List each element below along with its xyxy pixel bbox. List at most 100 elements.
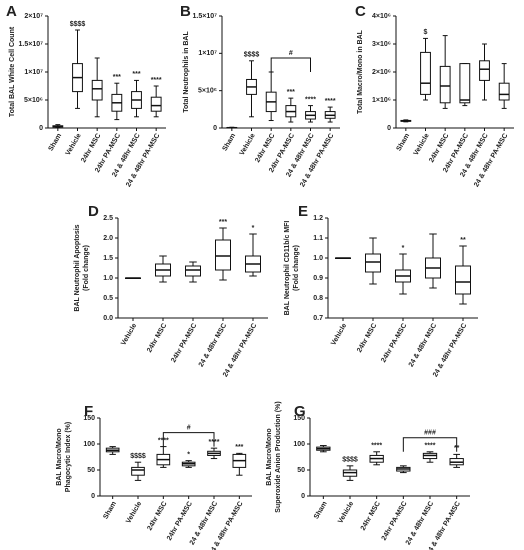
y-axis-label: Phagocytic Index (%) [65, 422, 72, 492]
x-tick-label: 24hr MSC [428, 132, 450, 163]
bracket [162, 432, 215, 447]
y-tick-label: 1.5 [103, 255, 113, 262]
bracket [270, 57, 311, 72]
x-tick-label: 24 & 48hr MSC [408, 322, 439, 368]
y-tick-label: 0.8 [313, 295, 323, 302]
panel-letter: F [84, 403, 93, 420]
y-tick-label: 2.5 [103, 215, 113, 222]
x-tick-label: 24hr PA-MSC [380, 322, 408, 363]
y-axis-label: BAL Neutrophil CD11b/c MFI [284, 221, 291, 316]
x-tick-label: 24hr PA-MSC [170, 322, 198, 363]
panel-letter: C [355, 3, 366, 20]
y-axis-label: Total Neutrophils in BAL [183, 31, 190, 113]
x-tick-label: 24hr MSC [146, 500, 168, 531]
significance-label: **** [425, 443, 436, 450]
y-tick-label: 0.9 [313, 275, 323, 282]
y-tick-label: 0 [387, 125, 391, 132]
x-tick-label: 24 & 48hr MSC [405, 500, 436, 546]
significance-label: * [187, 451, 190, 458]
x-tick-label: Vehicle [125, 500, 143, 524]
y-tick-label: 0.5 [103, 295, 113, 302]
x-tick-label: 24hr MSC [360, 500, 382, 531]
bracket-label: ### [424, 430, 436, 437]
y-tick-label: 100 [83, 441, 95, 448]
box [150, 96, 162, 112]
panel-letter: G [294, 403, 306, 420]
significance-label: *** [235, 444, 243, 451]
x-tick-label: Vehicle [330, 322, 348, 346]
y-tick-label: 0.0 [103, 315, 113, 322]
x-tick-label: Vehicle [239, 132, 257, 156]
y-axis-label: BAL Macro/Mono [56, 428, 63, 485]
x-tick-label: Vehicle [120, 322, 138, 346]
x-tick-label: 24hr PA-MSC [381, 500, 409, 541]
x-tick-label: Sham [313, 500, 329, 520]
y-axis-label: Superoxide Anion Production (%) [275, 401, 282, 512]
box [215, 239, 231, 271]
x-tick-label: 24hr MSC [254, 132, 276, 163]
y-tick-label: 1.2 [313, 215, 323, 222]
x-tick-label: 24 & 48hr MSC [189, 500, 220, 546]
significance-label: $$$$ [342, 457, 358, 464]
x-tick-label: 24hr MSC [146, 322, 168, 353]
box [365, 253, 381, 273]
y-tick-label: 1×10⁶ [372, 97, 391, 104]
y-axis-label: (Fold change) [83, 245, 90, 291]
y-tick-label: 0.7 [313, 315, 323, 322]
y-tick-label: 1.5×10⁷ [19, 41, 44, 48]
box [498, 82, 510, 101]
significance-label: **** [305, 96, 316, 103]
y-axis-label: Total BAL White Cell Count [9, 26, 16, 117]
y-tick-label: 5×10⁶ [198, 88, 217, 95]
x-tick-label: Sham [222, 132, 238, 152]
y-tick-label: 2×10⁷ [24, 13, 43, 20]
box [420, 51, 431, 95]
x-tick-label: 24 & 48hr MSC [198, 322, 229, 368]
y-tick-label: 1×10⁷ [198, 50, 217, 57]
y-tick-label: 1.0 [313, 255, 323, 262]
y-axis-label: Total Macro/Mono in BAL [357, 29, 364, 114]
box [459, 63, 471, 104]
y-tick-label: 150 [83, 415, 95, 422]
x-tick-label: 24hr PA-MSC [166, 500, 194, 541]
y-axis-label: (Fold change) [293, 245, 300, 291]
y-tick-label: 150 [293, 415, 305, 422]
significance-label: *** [113, 74, 121, 81]
significance-label: * [252, 225, 255, 232]
significance-label: $ [424, 29, 428, 36]
x-tick-label: 24hr MSC [80, 132, 102, 163]
x-tick-label: 24 & 48hr PA-MSC [432, 322, 468, 378]
significance-label: $$$$ [70, 21, 86, 28]
y-tick-label: 1.5×10⁷ [193, 13, 218, 20]
bracket-label: # [289, 50, 293, 57]
box [91, 79, 103, 101]
y-tick-label: 2×10⁶ [372, 69, 391, 76]
significance-label: *** [132, 71, 140, 78]
box [455, 265, 471, 295]
y-tick-label: 2.0 [103, 235, 113, 242]
box [131, 466, 145, 476]
bracket [402, 437, 458, 452]
x-tick-label: Vehicle [413, 132, 431, 156]
y-tick-label: 5×10⁶ [24, 97, 43, 104]
bracket-label: # [187, 424, 191, 431]
box [479, 60, 490, 81]
x-tick-label: Vehicle [337, 500, 355, 524]
y-axis-label: BAL Neutrophil Apoptosis [74, 224, 81, 311]
y-tick-label: 50 [297, 467, 305, 474]
y-tick-label: 1.0 [103, 275, 113, 282]
x-tick-label: Sham [102, 500, 118, 520]
significance-label: *** [219, 219, 227, 226]
significance-label: **** [371, 443, 382, 450]
panel-letter: E [298, 203, 308, 220]
panel-letter: A [6, 3, 17, 20]
x-tick-label: 24hr MSC [356, 322, 378, 353]
significance-label: ** [460, 237, 466, 244]
y-tick-label: 50 [87, 467, 95, 474]
significance-label: *** [287, 89, 295, 96]
y-tick-label: 1.1 [313, 235, 323, 242]
significance-label: **** [151, 77, 162, 84]
significance-label: $$$$ [244, 52, 260, 59]
box [439, 65, 451, 104]
